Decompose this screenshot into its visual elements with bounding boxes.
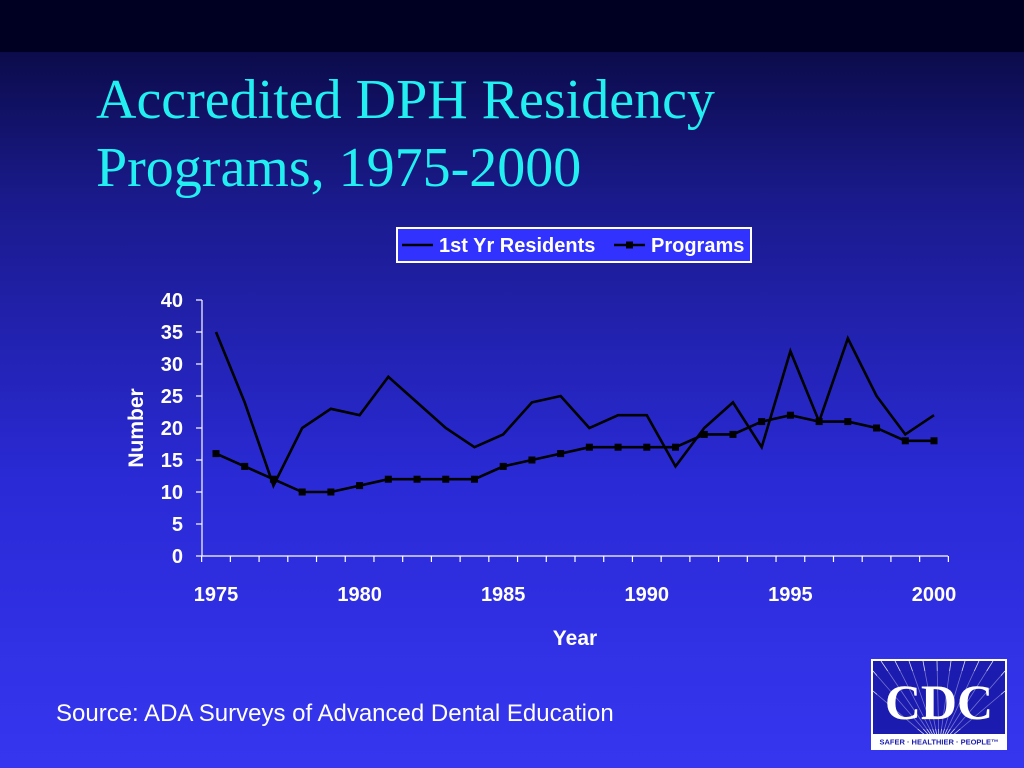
data-point: [672, 443, 680, 451]
data-point: [901, 437, 909, 445]
data-point: [470, 475, 478, 483]
data-point: [585, 443, 593, 451]
data-point: [815, 418, 823, 426]
series-line-first-yr-residents: [214, 331, 935, 489]
series-line-programs: [215, 413, 934, 494]
slide-title: Accredited DPH Residency Programs, 1975-…: [96, 66, 916, 202]
title-line-1: Accredited DPH Residency: [96, 69, 715, 131]
data-point: [442, 475, 450, 483]
data-point: [786, 411, 794, 419]
data-point: [930, 437, 938, 445]
x-axis-title: Year: [553, 627, 597, 650]
data-point: [327, 488, 335, 496]
y-tick-label: 10: [161, 482, 183, 504]
data-point: [499, 462, 507, 470]
data-point: [356, 482, 364, 490]
data-point: [413, 475, 421, 483]
cdc-logo-tagline: SAFER · HEALTHIER · PEOPLE™: [879, 738, 998, 747]
cdc-logo: CDC SAFER · HEALTHIER · PEOPLE™: [871, 659, 1007, 750]
y-tick-label: 0: [172, 546, 183, 568]
data-point: [384, 475, 392, 483]
x-tick-label: 1995: [768, 584, 813, 606]
data-point: [844, 418, 852, 426]
data-point: [298, 488, 306, 496]
legend: [396, 227, 752, 263]
y-tick-label: 15: [161, 450, 183, 472]
y-tick-label: 35: [161, 322, 183, 344]
data-point: [241, 462, 249, 470]
cdc-logo-mark: CDC SAFER · HEALTHIER · PEOPLE™: [872, 660, 1006, 748]
data-point: [643, 443, 651, 451]
x-tick-label: 1990: [625, 584, 670, 606]
data-point: [758, 418, 766, 426]
y-tick-label: 20: [161, 418, 183, 440]
x-tick-label: 1985: [481, 584, 526, 606]
x-tick-label: 1975: [194, 584, 239, 606]
y-axis-title: Number: [125, 388, 148, 467]
data-point: [729, 430, 737, 438]
data-point: [269, 475, 277, 483]
x-tick-label: 1980: [337, 584, 382, 606]
y-tick-label: 5: [172, 514, 183, 536]
data-point: [873, 424, 881, 432]
x-tick-label: 2000: [912, 584, 957, 606]
data-point: [614, 443, 622, 451]
title-line-2: Programs, 1975-2000: [96, 137, 582, 199]
data-point: [528, 456, 536, 464]
source-note: Source: ADA Surveys of Advanced Dental E…: [56, 700, 614, 727]
data-point: [557, 450, 565, 458]
top-band: [0, 0, 1024, 52]
legend-label-first-yr-residents: 1st Yr Residents: [439, 235, 595, 257]
y-tick-label: 30: [161, 354, 183, 376]
legend-marker-programs: [626, 241, 633, 249]
y-tick-label: 40: [161, 290, 183, 312]
data-point: [212, 450, 220, 458]
legend-label-programs: Programs: [651, 235, 744, 257]
data-point: [700, 430, 708, 438]
y-tick-label: 25: [161, 386, 183, 408]
cdc-logo-text: CDC: [885, 674, 993, 730]
